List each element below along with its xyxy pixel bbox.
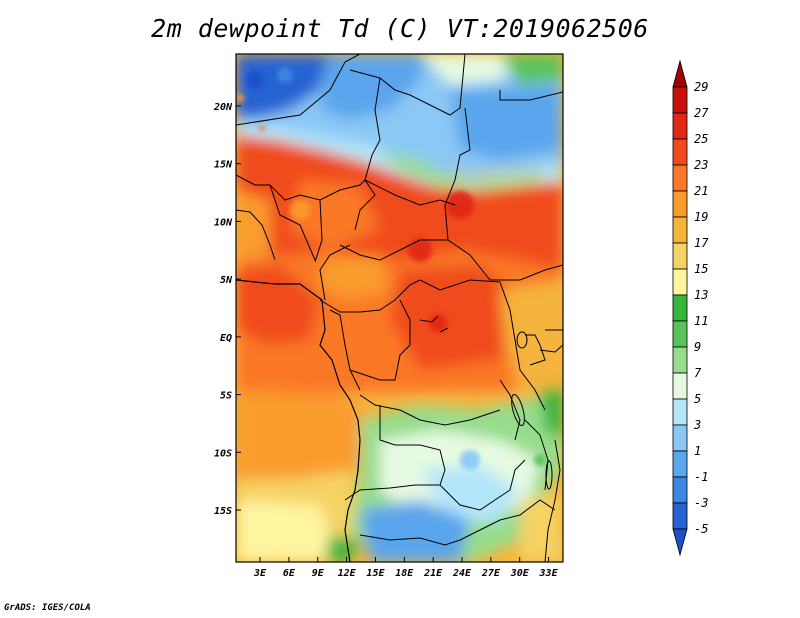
colorbar-swatch bbox=[672, 216, 688, 244]
colorbar-label: 5 bbox=[694, 392, 701, 406]
colorbar-swatch bbox=[672, 242, 688, 270]
colorbar-swatch bbox=[672, 398, 688, 426]
lat-tick-label: 15N bbox=[214, 160, 233, 171]
colorbar-label: 1 bbox=[694, 444, 701, 458]
lat-tick-label: 5S bbox=[220, 391, 232, 402]
lon-tick-label: 27E bbox=[481, 568, 501, 579]
colorbar-swatch bbox=[672, 164, 688, 192]
colorbar-label: 19 bbox=[694, 210, 708, 224]
colorbar-label: 23 bbox=[694, 158, 708, 172]
lat-tick-label: 20N bbox=[213, 102, 233, 113]
colorbar-swatch bbox=[672, 320, 688, 348]
colorbar-swatch bbox=[672, 112, 688, 140]
latitude-axis: 20N 15N 10N 5N EQ 5S 10S 15S bbox=[213, 102, 241, 517]
lon-tick-label: 3E bbox=[253, 568, 267, 579]
colorbar-label: 9 bbox=[694, 340, 701, 354]
colorbar-label: -3 bbox=[694, 496, 708, 510]
lon-tick-label: 12E bbox=[338, 568, 357, 579]
colorbar-label: 27 bbox=[694, 106, 709, 120]
colorbar-label: 11 bbox=[694, 314, 708, 328]
colorbar-swatch bbox=[672, 476, 688, 504]
lon-tick-label: 15E bbox=[366, 568, 385, 579]
lon-tick-label: 18E bbox=[395, 568, 414, 579]
longitude-axis: 3E 6E 9E 12E 15E 18E 21E 24E 27E 30E 33E bbox=[253, 557, 559, 579]
lat-tick-label: 10N bbox=[214, 217, 233, 228]
lat-tick-label: EQ bbox=[220, 333, 232, 344]
colorbar: 29 27 25 23 21 19 17 15 13 11 9 7 5 3 1 -1 -3 -5 bbox=[672, 59, 709, 557]
lon-tick-label: 24E bbox=[452, 568, 472, 579]
colorbar-label: 15 bbox=[694, 262, 708, 276]
colorbar-label: 3 bbox=[693, 418, 701, 432]
grads-credit: GrADS: IGES/COLA bbox=[4, 603, 91, 613]
colorbar-swatch bbox=[672, 268, 688, 296]
colorbar-swatch bbox=[672, 372, 688, 400]
colorbar-label: 25 bbox=[694, 132, 708, 146]
colorbar-label: 13 bbox=[694, 288, 708, 302]
colorbar-swatch bbox=[672, 502, 688, 530]
colorbar-swatch bbox=[672, 346, 688, 374]
colorbar-label: -1 bbox=[694, 470, 708, 484]
colorbar-swatch bbox=[672, 190, 688, 218]
colorbar-swatch bbox=[672, 450, 688, 478]
lat-tick-label: 10S bbox=[214, 448, 232, 459]
colorbar-swatch bbox=[672, 138, 688, 166]
lat-tick-label: 15S bbox=[214, 506, 232, 517]
country-borders bbox=[236, 54, 563, 562]
plot-frame bbox=[235, 53, 564, 563]
colorbar-label: 29 bbox=[694, 80, 708, 94]
map-title: 2m dewpoint Td (C) VT:2019062506 bbox=[151, 14, 649, 43]
lon-tick-label: 33E bbox=[539, 568, 559, 579]
lon-tick-label: 9E bbox=[312, 568, 325, 579]
colorbar-label: 17 bbox=[694, 236, 709, 250]
lat-tick-label: 5N bbox=[220, 275, 233, 286]
colorbar-label: -5 bbox=[694, 522, 708, 536]
colorbar-swatch bbox=[672, 86, 688, 114]
colorbar-label: 7 bbox=[694, 366, 702, 380]
colorbar-top-arrow bbox=[672, 59, 688, 88]
colorbar-swatch bbox=[672, 294, 688, 322]
dewpoint-field bbox=[236, 54, 563, 562]
lon-tick-label: 30E bbox=[510, 568, 530, 579]
colorbar-bottom-arrow bbox=[672, 528, 688, 557]
lon-tick-label: 6E bbox=[283, 568, 296, 579]
colorbar-swatch bbox=[672, 424, 688, 452]
lon-tick-label: 21E bbox=[423, 568, 443, 579]
colorbar-label: 21 bbox=[694, 184, 708, 198]
